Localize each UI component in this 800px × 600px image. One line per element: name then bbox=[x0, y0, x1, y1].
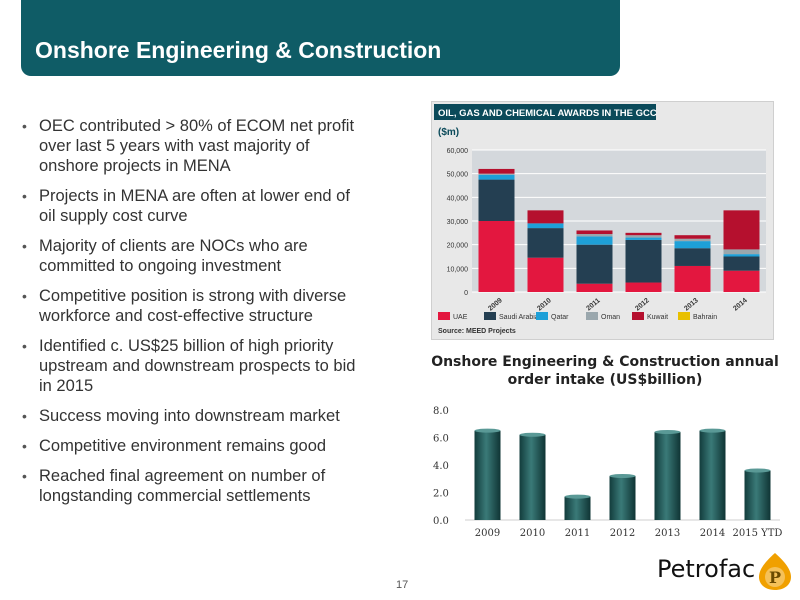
bullet-item: OEC contributed > 80% of ECOM net profit… bbox=[22, 116, 367, 176]
bar-segment bbox=[478, 168, 515, 174]
bar-cap bbox=[564, 494, 591, 499]
bar bbox=[564, 496, 591, 520]
bar-segment bbox=[527, 210, 564, 224]
bar bbox=[699, 430, 726, 520]
bar-segment bbox=[674, 241, 711, 249]
y-axis-label: ($m) bbox=[438, 127, 459, 138]
bar bbox=[654, 432, 681, 520]
bar-segment bbox=[527, 257, 564, 292]
bar-segment bbox=[576, 236, 613, 245]
legend-swatch bbox=[484, 312, 496, 320]
bullet-item: Competitive position is strong with dive… bbox=[22, 286, 367, 326]
bar-segment bbox=[478, 179, 515, 221]
x-tick-label: 2014 bbox=[700, 528, 725, 539]
legend-label: Kuwait bbox=[647, 314, 668, 321]
legend-swatch bbox=[586, 312, 598, 320]
slide-title: Onshore Engineering & Construction bbox=[35, 37, 442, 63]
y-tick-label: 30,000 bbox=[447, 219, 469, 226]
y-tick-label: 0 bbox=[464, 290, 468, 297]
bar-cap bbox=[744, 468, 771, 473]
y-tick-label: 2.0 bbox=[433, 489, 449, 500]
petrofac-logo: Petrofac P bbox=[657, 549, 797, 597]
legend-swatch bbox=[678, 312, 690, 320]
bullet-item: Reached final agreement on number of lon… bbox=[22, 466, 367, 506]
bar-segment bbox=[527, 223, 564, 229]
page-number: 17 bbox=[396, 579, 409, 591]
title-bar: Onshore Engineering & Construction bbox=[21, 0, 620, 76]
bar-segment bbox=[674, 238, 711, 242]
bar bbox=[609, 476, 636, 520]
x-tick-label: 2015 YTD bbox=[733, 528, 783, 539]
y-tick-label: 8.0 bbox=[433, 406, 449, 417]
bar-segment bbox=[674, 235, 711, 239]
bar-segment bbox=[478, 174, 515, 180]
legend-label: Qatar bbox=[551, 314, 569, 321]
bar-segment bbox=[625, 237, 662, 240]
legend-swatch bbox=[536, 312, 548, 320]
y-tick-label: 20,000 bbox=[447, 243, 469, 250]
bar-segment bbox=[576, 230, 613, 235]
bar-cap bbox=[519, 432, 546, 437]
bar-segment bbox=[625, 239, 662, 283]
bar-segment bbox=[625, 232, 662, 236]
y-tick-label: 10,000 bbox=[447, 266, 469, 273]
bar-cap bbox=[654, 430, 681, 434]
y-tick-label: 4.0 bbox=[433, 461, 449, 472]
bar-segment bbox=[625, 282, 662, 292]
bar-segment bbox=[723, 256, 760, 271]
bar-segment bbox=[576, 283, 613, 292]
bar-segment bbox=[723, 249, 760, 255]
bar-segment bbox=[674, 248, 711, 266]
y-tick-label: 0.0 bbox=[433, 516, 449, 527]
bar-segment bbox=[527, 228, 564, 258]
bar-cap bbox=[699, 428, 726, 433]
bullet-item: Competitive environment remains good bbox=[22, 436, 367, 456]
x-tick-label: 2011 bbox=[565, 528, 590, 539]
order-intake-chart-title: Onshore Engineering & Construction annua… bbox=[431, 354, 779, 388]
bullet-list: OEC contributed > 80% of ECOM net profit… bbox=[22, 116, 367, 516]
x-tick-label: 2012 bbox=[610, 528, 635, 539]
legend-label: Bahrain bbox=[693, 314, 717, 321]
order-intake-chart: 0.0 2.0 4.0 6.0 8.0 2009 2010 2011 2012 2013 2014 2… bbox=[433, 406, 783, 539]
bar bbox=[744, 470, 771, 520]
bar-segment bbox=[674, 265, 711, 292]
legend-swatch bbox=[632, 312, 644, 320]
gcc-awards-chart-frame: OIL, GAS AND CHEMICAL AWARDS IN THE GCC (… bbox=[431, 101, 774, 340]
y-tick-label: 6.0 bbox=[433, 434, 449, 445]
bar-segment bbox=[576, 244, 613, 284]
bar-segment bbox=[723, 210, 760, 250]
y-tick-label: 60,000 bbox=[447, 148, 469, 155]
chart-header bbox=[434, 104, 656, 120]
bar-segment bbox=[478, 173, 515, 175]
legend-label: UAE bbox=[453, 314, 468, 321]
svg-text:P: P bbox=[769, 568, 781, 587]
bar-segment bbox=[576, 234, 613, 237]
x-tick-label: 2009 bbox=[475, 528, 500, 539]
chart-title: OIL, GAS AND CHEMICAL AWARDS IN THE GCC bbox=[438, 108, 657, 119]
x-tick-label: 2010 bbox=[520, 528, 545, 539]
logo-wordmark: Petrofac bbox=[657, 555, 756, 583]
gcc-awards-chart: OIL, GAS AND CHEMICAL AWARDS IN THE GCC (… bbox=[432, 102, 773, 339]
bullet-item: Identified c. US$25 billion of high prio… bbox=[22, 336, 367, 396]
bar bbox=[474, 430, 501, 520]
y-tick-label: 40,000 bbox=[447, 195, 469, 202]
bar-segment bbox=[723, 254, 760, 257]
chart-source: Source: MEED Projects bbox=[438, 328, 516, 335]
legend-label: Oman bbox=[601, 314, 620, 321]
legend-label: Saudi Arabia bbox=[499, 314, 539, 321]
legend-swatch bbox=[438, 312, 450, 320]
logo-mark-icon: P bbox=[759, 553, 791, 590]
bar-segment bbox=[478, 221, 515, 292]
bar-cap bbox=[609, 474, 636, 478]
bar-cap bbox=[474, 428, 501, 433]
y-tick-label: 50,000 bbox=[447, 172, 469, 179]
bullet-item: Majority of clients are NOCs who are com… bbox=[22, 236, 367, 276]
bar-segment bbox=[723, 270, 760, 292]
bar-segment bbox=[625, 235, 662, 238]
bullet-item: Projects in MENA are often at lower end … bbox=[22, 186, 367, 226]
bullet-item: Success moving into downstream market bbox=[22, 406, 367, 426]
x-tick-label: 2013 bbox=[655, 528, 680, 539]
bar bbox=[519, 434, 546, 520]
